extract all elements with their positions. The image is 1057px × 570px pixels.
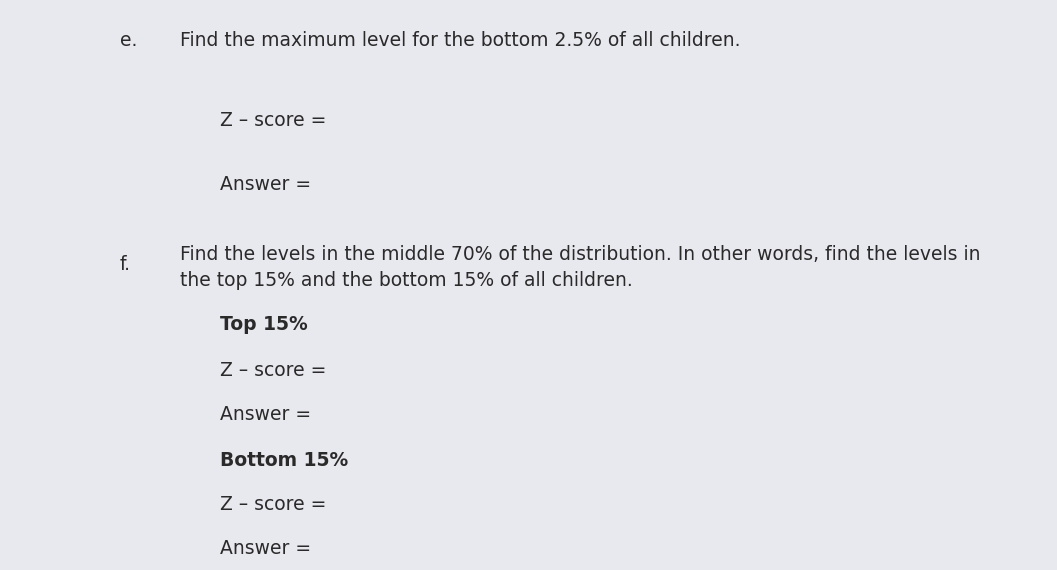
Text: f.: f. — [120, 255, 131, 275]
Text: Z – score =: Z – score = — [220, 111, 327, 129]
Text: Answer =: Answer = — [220, 176, 311, 194]
Text: the top 15% and the bottom 15% of all children.: the top 15% and the bottom 15% of all ch… — [180, 271, 633, 290]
Text: Z – score =: Z – score = — [220, 360, 327, 380]
Text: Find the levels in the middle 70% of the distribution. In other words, find the : Find the levels in the middle 70% of the… — [180, 245, 981, 263]
Text: Answer =: Answer = — [220, 405, 311, 425]
Text: Top 15%: Top 15% — [220, 316, 308, 335]
Text: Bottom 15%: Bottom 15% — [220, 450, 348, 470]
Text: Answer =: Answer = — [220, 539, 311, 557]
Text: Z – score =: Z – score = — [220, 495, 327, 515]
Text: Find the maximum level for the bottom 2.5% of all children.: Find the maximum level for the bottom 2.… — [180, 31, 741, 50]
Text: e.: e. — [120, 31, 137, 50]
